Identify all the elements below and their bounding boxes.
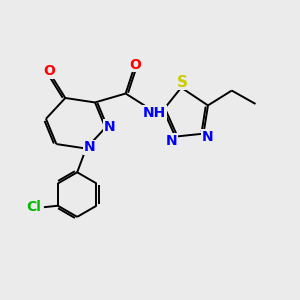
Text: NH: NH (143, 106, 166, 120)
Text: O: O (129, 58, 141, 72)
Text: O: O (43, 64, 55, 78)
Text: N: N (104, 119, 116, 134)
Text: N: N (202, 130, 214, 144)
Text: Cl: Cl (26, 200, 40, 214)
Text: N: N (166, 134, 178, 148)
Text: N: N (84, 140, 95, 154)
Text: S: S (177, 75, 188, 90)
